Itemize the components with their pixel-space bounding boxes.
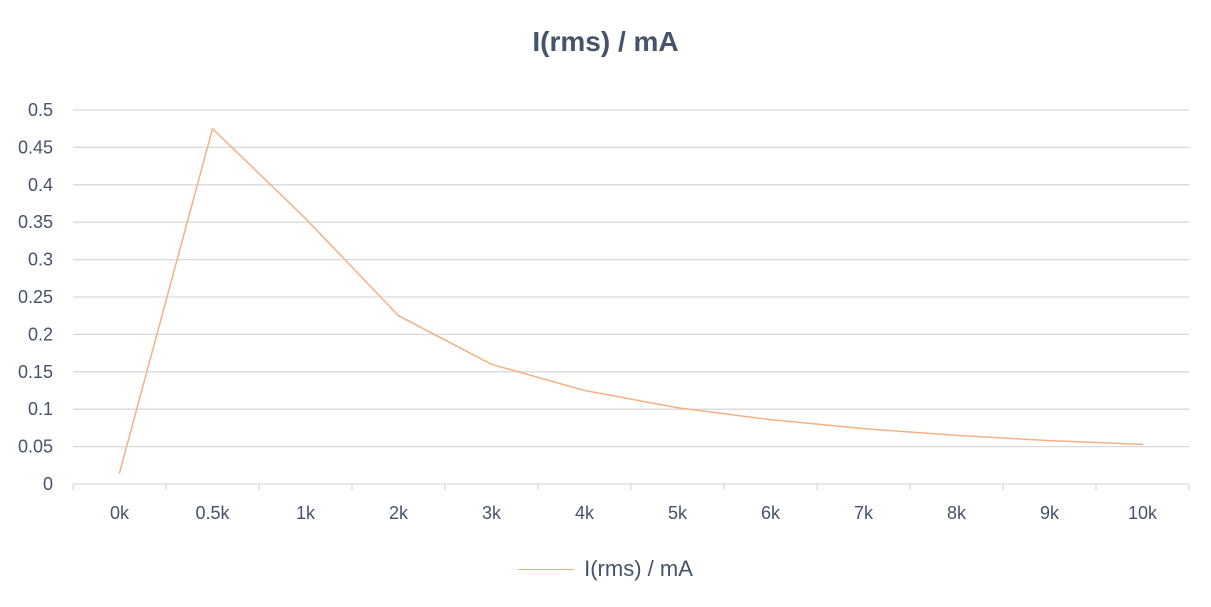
x-axis	[72, 483, 1190, 490]
y-tick-label: 0.5	[28, 100, 53, 120]
y-tick-label: 0.25	[18, 287, 53, 307]
legend-label: I(rms) / mA	[584, 556, 693, 581]
x-tick-label: 4k	[575, 503, 595, 523]
data-point	[676, 406, 679, 409]
data-point	[118, 471, 121, 474]
x-tick-label: 2k	[389, 503, 409, 523]
y-tick-label: 0.35	[18, 212, 53, 232]
y-tick-label: 0	[43, 474, 53, 494]
series-lines	[118, 127, 1144, 474]
series-line	[118, 127, 1143, 473]
x-tick-label: 3k	[482, 503, 502, 523]
x-tick-label: 8k	[947, 503, 967, 523]
x-tick-label: 10k	[1128, 503, 1158, 523]
data-point	[955, 434, 958, 437]
data-point	[397, 314, 400, 317]
data-point	[1141, 443, 1144, 446]
y-tick-label: 0.1	[28, 399, 53, 419]
y-tick-label: 0.15	[18, 362, 53, 382]
x-tick-label: 1k	[296, 503, 316, 523]
data-point	[583, 389, 586, 392]
data-point	[1048, 439, 1051, 442]
data-point	[769, 418, 772, 421]
x-tick-label: 0k	[110, 503, 130, 523]
x-tick-label: 0.5k	[195, 503, 230, 523]
y-axis-tick-labels: 0 0.05 0.1 0.15 0.2 0.25 0.3 0.35 0.4 0.45 0.5	[18, 100, 53, 494]
chart-title: I(rms) / mA	[532, 26, 679, 57]
x-tick-label: 6k	[761, 503, 781, 523]
gridlines	[73, 109, 1189, 448]
y-tick-label: 0.3	[28, 250, 53, 270]
legend: I(rms) / mA	[0, 556, 1211, 582]
x-tick-label: 5k	[668, 503, 688, 523]
y-tick-label: 0.4	[28, 175, 53, 195]
data-point	[862, 427, 865, 430]
data-point	[490, 363, 493, 366]
data-point	[211, 127, 214, 130]
y-tick-label: 0.05	[18, 437, 53, 457]
chart-plot-area: 00.050.10.150.20.250.30.350.40.450.5 0k 0…	[18, 100, 1190, 523]
y-tick-label: 0.2	[28, 324, 53, 344]
x-tick-label: 7k	[854, 503, 874, 523]
x-tick-label: 9k	[1040, 503, 1060, 523]
data-point	[304, 217, 307, 220]
x-axis-tick-labels: 0k 0.5k 1k 2k 3k 4k 5k 6k 7k 8k 9k 10k	[110, 503, 1158, 523]
legend-line-swatch	[518, 568, 575, 570]
y-tick-label: 0.45	[18, 137, 53, 157]
